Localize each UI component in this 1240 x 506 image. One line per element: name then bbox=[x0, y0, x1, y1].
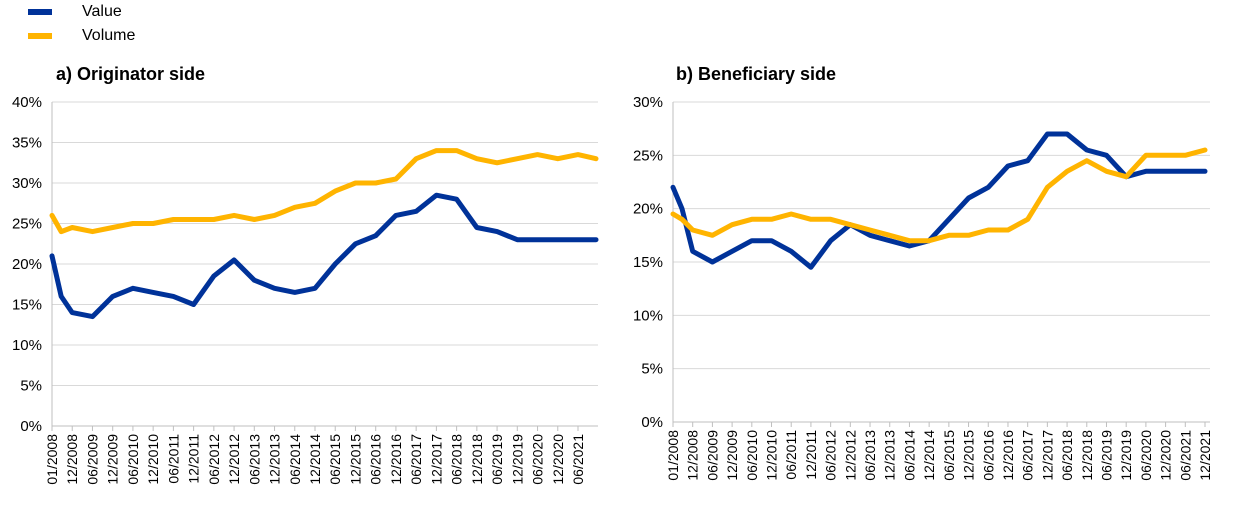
x-tick-label: 12/2012 bbox=[842, 430, 858, 481]
x-tick-label: 12/2015 bbox=[961, 430, 977, 481]
x-tick-label: 12/2011 bbox=[186, 434, 202, 484]
x-tick-label: 06/2010 bbox=[125, 434, 141, 485]
x-tick-label: 06/2019 bbox=[489, 434, 505, 485]
x-tick-label: 06/2011 bbox=[783, 430, 799, 480]
x-tick-label: 06/2020 bbox=[1138, 430, 1154, 481]
y-tick-label: 10% bbox=[633, 307, 663, 324]
x-tick-label: 12/2020 bbox=[1158, 430, 1174, 481]
x-tick-label: 12/2020 bbox=[550, 434, 566, 485]
chart-b-title: b) Beneficiary side bbox=[676, 64, 837, 84]
x-tick-label: 06/2018 bbox=[1059, 430, 1075, 481]
x-tick-label: 12/2016 bbox=[1000, 430, 1016, 481]
x-tick-label: 06/2016 bbox=[980, 430, 996, 481]
y-tick-label: 20% bbox=[633, 201, 663, 218]
legend-label-volume: Volume bbox=[82, 27, 136, 44]
x-tick-label: 06/2012 bbox=[823, 430, 839, 481]
series-line-value-beneficiary bbox=[670, 131, 1208, 270]
x-tick-label: 06/2014 bbox=[287, 434, 303, 485]
x-tick-label: 06/2009 bbox=[84, 434, 100, 485]
legend: Value Volume bbox=[28, 0, 135, 48]
x-tick-label: 12/2017 bbox=[1039, 430, 1055, 481]
legend-item-value: Value bbox=[28, 0, 135, 24]
x-tick-label: 06/2016 bbox=[368, 434, 384, 485]
chart-a-title: a) Originator side bbox=[56, 64, 206, 84]
x-tick-label: 06/2017 bbox=[1020, 430, 1036, 481]
x-tick-label: 12/2014 bbox=[921, 430, 937, 481]
y-tick-label: 5% bbox=[20, 378, 42, 395]
y-tick-label: 35% bbox=[12, 135, 42, 152]
x-tick-label: 06/2021 bbox=[1177, 430, 1193, 481]
x-tick-label: 12/2008 bbox=[685, 430, 701, 481]
x-tick-label: 12/2013 bbox=[882, 430, 898, 481]
y-tick-label: 0% bbox=[641, 414, 663, 431]
series-line-volume-originator bbox=[49, 148, 599, 235]
x-tick-label: 12/2009 bbox=[724, 430, 740, 481]
y-tick-label: 25% bbox=[633, 147, 663, 164]
y-tick-label: 0% bbox=[20, 418, 42, 435]
x-tick-label: 12/2011 bbox=[803, 430, 819, 480]
x-tick-label: 12/2014 bbox=[307, 434, 323, 485]
x-tick-label: 01/2008 bbox=[665, 430, 681, 481]
x-tick-label: 06/2017 bbox=[408, 434, 424, 485]
x-tick-label: 06/2009 bbox=[704, 430, 720, 481]
y-tick-label: 5% bbox=[641, 361, 663, 378]
x-tick-label: 06/2019 bbox=[1098, 430, 1114, 481]
x-tick-label: 12/2021 bbox=[1197, 430, 1213, 481]
x-tick-label: 12/2018 bbox=[469, 434, 485, 485]
x-tick-label: 06/2013 bbox=[862, 430, 878, 481]
x-tick-label: 12/2010 bbox=[145, 434, 161, 485]
x-tick-label: 06/2015 bbox=[941, 430, 957, 481]
x-tick-label: 12/2013 bbox=[267, 434, 283, 485]
x-tick-label: 06/2014 bbox=[901, 430, 917, 481]
x-tick-label: 12/2019 bbox=[1118, 430, 1134, 481]
x-tick-label: 12/2019 bbox=[509, 434, 525, 485]
x-tick-label: 06/2011 bbox=[165, 434, 181, 484]
x-tick-label: 01/2008 bbox=[44, 434, 60, 485]
x-tick-label: 12/2009 bbox=[105, 434, 121, 485]
x-tick-label: 12/2016 bbox=[388, 434, 404, 485]
x-tick-label: 06/2020 bbox=[530, 434, 546, 485]
x-tick-label: 06/2021 bbox=[570, 434, 586, 485]
y-tick-label: 30% bbox=[633, 94, 663, 111]
legend-swatch-value bbox=[28, 9, 52, 15]
series-line-value-originator bbox=[49, 192, 599, 320]
x-tick-label: 06/2015 bbox=[327, 434, 343, 485]
legend-label-value: Value bbox=[82, 3, 122, 20]
y-tick-label: 25% bbox=[12, 216, 42, 233]
x-tick-label: 12/2010 bbox=[764, 430, 780, 481]
x-tick-label: 12/2017 bbox=[428, 434, 444, 485]
x-tick-label: 06/2012 bbox=[206, 434, 222, 485]
y-tick-label: 40% bbox=[12, 94, 42, 111]
x-tick-label: 06/2010 bbox=[744, 430, 760, 481]
legend-item-volume: Volume bbox=[28, 24, 135, 48]
x-tick-label: 12/2018 bbox=[1079, 430, 1095, 481]
x-tick-label: 06/2018 bbox=[449, 434, 465, 485]
y-tick-label: 15% bbox=[12, 297, 42, 314]
x-tick-label: 12/2015 bbox=[347, 434, 363, 485]
y-tick-label: 20% bbox=[12, 256, 42, 273]
series-line-volume-beneficiary bbox=[670, 147, 1208, 244]
x-tick-label: 12/2008 bbox=[64, 434, 80, 485]
y-tick-label: 15% bbox=[633, 254, 663, 271]
y-tick-label: 30% bbox=[12, 175, 42, 192]
x-tick-label: 06/2013 bbox=[246, 434, 262, 485]
x-tick-label: 12/2012 bbox=[226, 434, 242, 485]
y-tick-label: 10% bbox=[12, 337, 42, 354]
legend-swatch-volume bbox=[28, 33, 52, 39]
